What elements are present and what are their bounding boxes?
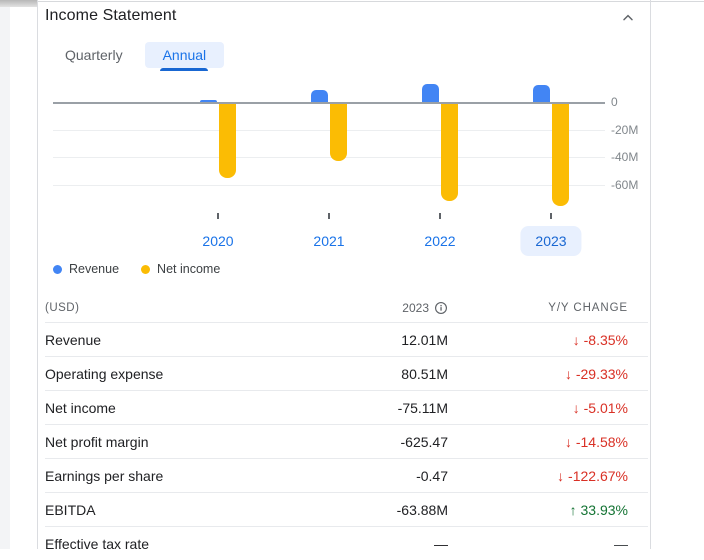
metric-label: Net profit margin bbox=[45, 433, 149, 450]
y-axis-tick-label: -40M bbox=[611, 150, 639, 165]
metric-value: -625.47 bbox=[400, 433, 448, 450]
metric-value: 12.01M bbox=[401, 331, 448, 348]
metric-label: Effective tax rate bbox=[45, 535, 150, 552]
net-income-bar-2021[interactable] bbox=[330, 102, 347, 162]
revenue-bar-2020[interactable] bbox=[200, 99, 217, 102]
x-axis-tick bbox=[439, 213, 441, 219]
year-selector: 2020 2021 2022 2023 bbox=[0, 224, 704, 262]
tab-annual[interactable]: Annual bbox=[144, 42, 225, 71]
page-title: Income Statement bbox=[45, 7, 177, 24]
table-row-ebitda: EBITDA -63.88M ↑ 33.93% bbox=[45, 492, 648, 526]
revenue-bar-2022[interactable] bbox=[422, 83, 439, 102]
y-axis-tick-label: -60M bbox=[611, 177, 639, 192]
net-income-bar-2020[interactable] bbox=[219, 102, 236, 179]
year-option-2023[interactable]: 2023 bbox=[520, 226, 582, 256]
legend-item-revenue[interactable]: Revenue bbox=[53, 262, 119, 276]
chart-legend: Revenue Net income bbox=[53, 262, 220, 276]
chevron-up-icon bbox=[620, 10, 636, 26]
page-left-gutter bbox=[0, 0, 10, 549]
table-row-net-income: Net income -75.11M ↓ -5.01% bbox=[45, 390, 648, 424]
x-axis-tick bbox=[217, 213, 219, 219]
period-tabs: Quarterly Annual bbox=[61, 42, 225, 71]
table-row-operating-expense: Operating expense 80.51M ↓ -29.33% bbox=[45, 356, 648, 390]
tab-active-underline bbox=[160, 68, 209, 71]
legend-dot-icon bbox=[141, 264, 151, 274]
table-row-effective-tax-rate: Effective tax rate — — bbox=[45, 526, 648, 560]
year-option-2020[interactable]: 2020 bbox=[202, 233, 234, 249]
metric-value: — bbox=[434, 535, 448, 552]
info-icon[interactable] bbox=[434, 301, 448, 315]
metric-value: 80.51M bbox=[401, 365, 448, 382]
card-left-border bbox=[37, 0, 38, 549]
gridline bbox=[53, 157, 605, 159]
metric-value: -75.11M bbox=[397, 399, 448, 416]
zero-axis-line bbox=[53, 102, 605, 104]
tab-annual-label: Annual bbox=[162, 47, 207, 63]
legend-label: Revenue bbox=[69, 262, 120, 276]
metric-label: Operating expense bbox=[45, 365, 164, 382]
col-header-year: 2023 bbox=[298, 301, 448, 315]
net-income-bar-2023[interactable] bbox=[552, 102, 569, 206]
revenue-bar-2021[interactable] bbox=[311, 89, 328, 102]
x-axis-tick bbox=[550, 213, 552, 219]
metric-yy-change: ↓ -29.33% bbox=[564, 365, 628, 382]
tab-quarterly[interactable]: Quarterly bbox=[65, 47, 123, 63]
table-row-revenue: Revenue 12.01M ↓ -8.35% bbox=[45, 322, 648, 356]
metric-yy-change: ↓ -8.35% bbox=[572, 331, 628, 348]
financials-table: (USD) 2023 Y/Y CHANGE Revenue 12.01M ↓ -8.… bbox=[45, 293, 648, 560]
metric-yy-change: ↑ 33.93% bbox=[569, 501, 628, 518]
metric-label: Earnings per share bbox=[45, 467, 164, 484]
metric-yy-change: ↓ -122.67% bbox=[557, 467, 628, 484]
x-axis-tick bbox=[328, 213, 330, 219]
col-header-yy-change: Y/Y CHANGE bbox=[548, 301, 628, 314]
y-axis-tick-label: 0 bbox=[611, 95, 618, 109]
card-top-border bbox=[37, 1, 704, 2]
metric-yy-change: — bbox=[614, 535, 628, 552]
metric-label: Revenue bbox=[45, 331, 102, 348]
legend-dot-icon bbox=[53, 264, 62, 274]
gridline bbox=[53, 184, 605, 186]
col-header-year-label: 2023 bbox=[402, 300, 429, 315]
metric-value: -63.88M bbox=[396, 501, 448, 518]
metric-label: EBITDA bbox=[45, 501, 96, 518]
revenue-bar-2023[interactable] bbox=[533, 85, 550, 102]
metric-yy-change: ↓ -14.58% bbox=[564, 433, 628, 450]
legend-label: Net income bbox=[157, 262, 221, 276]
collapse-section-button[interactable] bbox=[616, 6, 640, 30]
card-right-border bbox=[650, 0, 651, 549]
metric-yy-change: ↓ -5.01% bbox=[572, 399, 628, 416]
y-axis-tick-label: -20M bbox=[611, 122, 639, 137]
legend-item-net-income[interactable]: Net income bbox=[141, 262, 220, 276]
year-option-2022[interactable]: 2022 bbox=[424, 233, 456, 249]
metric-value: -0.47 bbox=[416, 467, 448, 484]
table-row-earnings-per-share: Earnings per share -0.47 ↓ -122.67% bbox=[45, 458, 648, 492]
corner-divider bbox=[0, 0, 38, 7]
table-row-net-profit-margin: Net profit margin -625.47 ↓ -14.58% bbox=[45, 424, 648, 458]
net-income-bar-2022[interactable] bbox=[441, 102, 458, 201]
year-option-2021[interactable]: 2021 bbox=[313, 233, 345, 249]
metric-label: Net income bbox=[45, 399, 116, 416]
gridline bbox=[53, 129, 605, 131]
col-header-usd: (USD) bbox=[45, 301, 80, 314]
income-chart: 0 -20M -40M -60M bbox=[0, 78, 704, 224]
table-header-row: (USD) 2023 Y/Y CHANGE bbox=[45, 293, 648, 322]
